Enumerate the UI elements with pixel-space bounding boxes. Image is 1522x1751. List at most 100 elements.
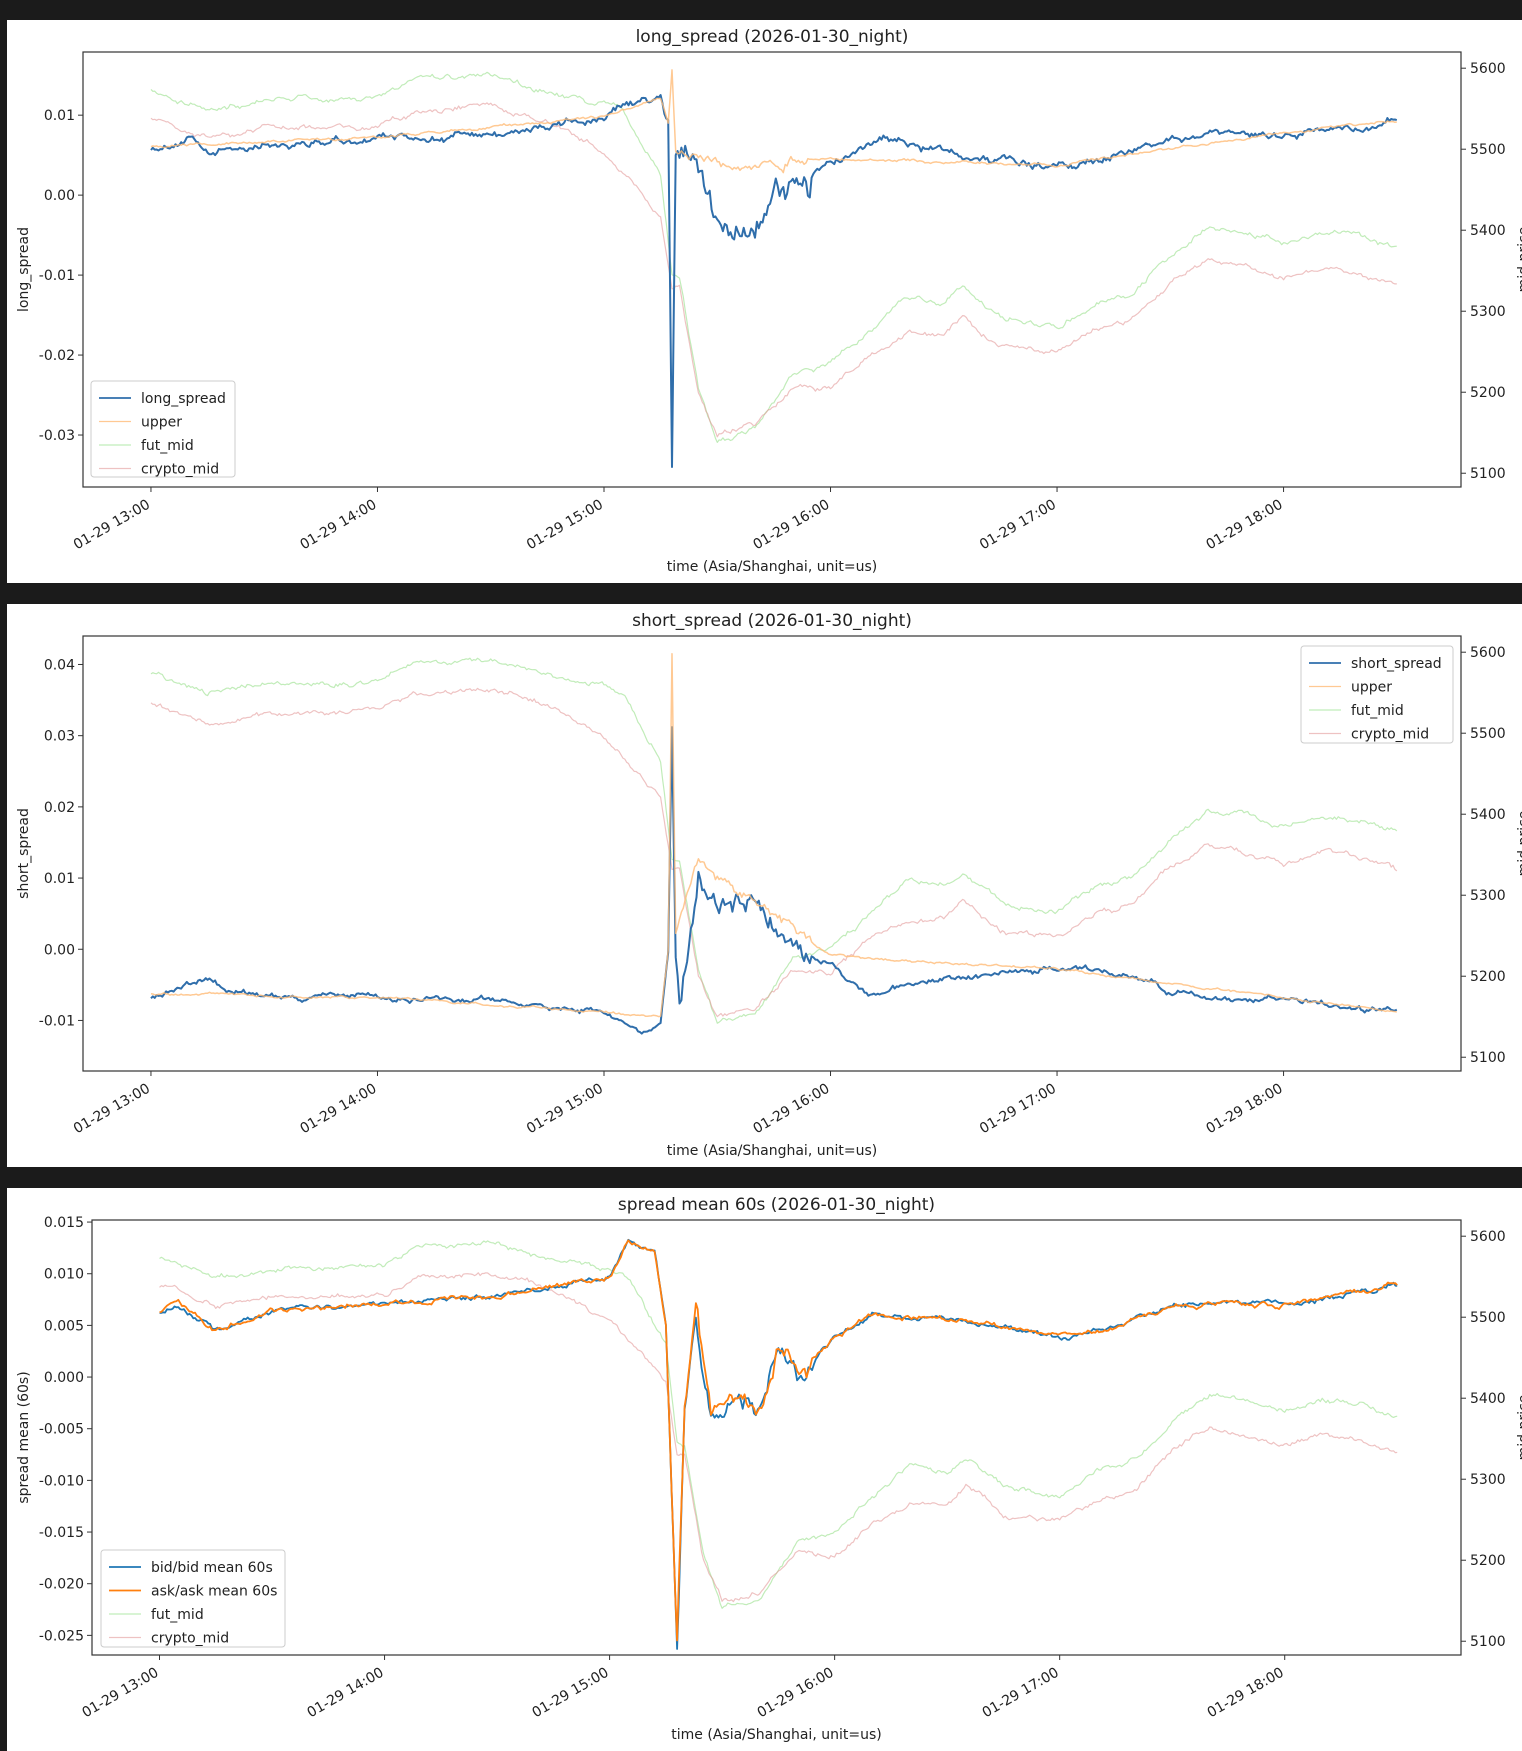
y-right-tick-label: 5200 <box>1470 385 1506 401</box>
x-tick-label: 01-29 16:00 <box>750 1081 832 1138</box>
y-tick-label: -0.02 <box>39 348 75 364</box>
y-right-tick-label: 5400 <box>1470 223 1506 239</box>
series-line-fut-mid <box>150 71 1397 443</box>
y-tick-label: 0.010 <box>44 1267 84 1283</box>
y-tick-label: -0.03 <box>39 428 75 444</box>
short-spread-chart-panel: short_spread (2026-01-30_night) 0.04 0.03 0… <box>7 604 1522 1167</box>
x-axis-label: time (Asia/Shanghai, unit=us) <box>667 1143 877 1159</box>
plot-area <box>150 69 1398 468</box>
y-tick-label: -0.01 <box>39 1013 75 1029</box>
legend-label: short_spread <box>1351 656 1442 672</box>
y-right-tick-label: 5400 <box>1470 807 1506 823</box>
y-right-axis-label: mid price <box>1516 227 1522 293</box>
y-tick-label: 0.01 <box>44 108 75 124</box>
y-axis-label: short_spread <box>16 808 32 899</box>
series-line-crypto-mid <box>150 687 1398 1018</box>
y-tick-label: -0.01 <box>39 268 75 284</box>
x-tick-label: 01-29 14:00 <box>297 1081 379 1138</box>
series-line-bid-bid-mean-60s <box>159 1238 1398 1650</box>
spread-mean-chart: spread mean 60s (2026-01-30_night) 0.015 0… <box>16 1195 1522 1743</box>
y-right-tick-label: 5200 <box>1470 1553 1506 1569</box>
legend-label: fut_mid <box>151 1607 204 1623</box>
series-line-upper <box>150 652 1397 1018</box>
x-tick-label: 01-29 16:00 <box>755 1665 837 1722</box>
legend-label: crypto_mid <box>1351 727 1429 743</box>
plot-area <box>159 1238 1398 1650</box>
plot-area <box>150 652 1398 1035</box>
legend-box <box>1300 645 1454 744</box>
x-tick-label: 01-29 15:00 <box>524 1081 606 1138</box>
x-tick-label: 01-29 14:00 <box>305 1665 387 1722</box>
y-axis-label: spread mean (60s) <box>16 1371 32 1503</box>
short-spread-chart: short_spread (2026-01-30_night) 0.04 0.03 0… <box>16 611 1522 1159</box>
y-right-tick-label: 5500 <box>1470 726 1506 742</box>
x-axis-label: time (Asia/Shanghai, unit=us) <box>671 1727 881 1743</box>
long-spread-chart: long_spread (2026-01-30_night) 0.01 0.00 -0… <box>16 27 1522 575</box>
y-tick-label: 0.01 <box>44 871 75 887</box>
legend-label: upper <box>141 415 182 431</box>
y-right-tick-label: 5500 <box>1470 1310 1506 1326</box>
y-right-tick-label: 5600 <box>1470 61 1506 77</box>
y-axis-label: long_spread <box>16 227 32 312</box>
series-line-crypto-mid <box>150 102 1397 438</box>
legend-label: crypto_mid <box>151 1631 229 1647</box>
y-tick-label: -0.005 <box>39 1422 84 1438</box>
plot-frame <box>82 635 1462 1072</box>
x-tick-label: 01-29 15:00 <box>524 497 606 554</box>
y-right-tick-label: 5300 <box>1470 1472 1506 1488</box>
x-tick-label: 01-29 18:00 <box>1205 1665 1287 1722</box>
y-right-tick-label: 5200 <box>1470 969 1506 985</box>
legend-box <box>90 380 236 478</box>
y-tick-label: 0.04 <box>44 657 75 673</box>
x-tick-label: 01-29 13:00 <box>71 497 153 554</box>
legend-label: fut_mid <box>141 438 194 454</box>
y-tick-label: -0.015 <box>39 1525 84 1541</box>
series-line-fut-mid <box>159 1240 1398 1609</box>
x-tick-label: 01-29 13:00 <box>79 1665 161 1722</box>
chart-title: short_spread (2026-01-30_night) <box>632 611 912 631</box>
chart-title: long_spread (2026-01-30_night) <box>636 27 909 47</box>
legend-label: ask/ask mean 60s <box>151 1584 277 1600</box>
y-right-tick-label: 5100 <box>1470 466 1506 482</box>
x-tick-label: 01-29 17:00 <box>980 1665 1062 1722</box>
x-tick-label: 01-29 18:00 <box>1204 1081 1286 1138</box>
series-line-long-spread <box>150 94 1398 468</box>
legend-label: bid/bid mean 60s <box>151 1560 273 1576</box>
x-tick-label: 01-29 17:00 <box>977 497 1059 554</box>
series-line-crypto-mid <box>159 1272 1398 1603</box>
x-tick-label: 01-29 17:00 <box>977 1081 1059 1138</box>
y-tick-label: 0.005 <box>44 1318 84 1334</box>
x-tick-label: 01-29 14:00 <box>297 497 379 554</box>
y-tick-label: 0.00 <box>44 942 75 958</box>
x-tick-label: 01-29 15:00 <box>530 1665 612 1722</box>
y-tick-label: -0.010 <box>39 1473 84 1489</box>
y-tick-label: 0.00 <box>44 188 75 204</box>
series-line-fut-mid <box>150 657 1398 1024</box>
x-axis-label: time (Asia/Shanghai, unit=us) <box>667 559 877 575</box>
x-tick-label: 01-29 13:00 <box>71 1081 153 1138</box>
y-right-tick-label: 5600 <box>1470 645 1506 661</box>
plot-frame <box>91 1219 1462 1656</box>
plot-frame <box>82 51 1462 488</box>
spread-mean-chart-panel: spread mean 60s (2026-01-30_night) 0.015 0… <box>7 1188 1522 1751</box>
y-right-tick-label: 5100 <box>1470 1634 1506 1650</box>
y-right-tick-label: 5100 <box>1470 1050 1506 1066</box>
y-tick-label: 0.015 <box>44 1215 84 1231</box>
series-line-ask-ask-mean-60s <box>159 1239 1398 1642</box>
legend-box <box>100 1549 286 1648</box>
y-tick-label: 0.03 <box>44 729 75 745</box>
legend-label: crypto_mid <box>141 462 219 478</box>
legend-label: upper <box>1351 680 1392 696</box>
y-tick-label: 0.02 <box>44 800 75 816</box>
y-right-axis-label: mid price <box>1516 1395 1522 1461</box>
x-tick-label: 01-29 18:00 <box>1204 497 1286 554</box>
y-tick-label: -0.025 <box>39 1628 84 1644</box>
long-spread-chart-panel: long_spread (2026-01-30_night) 0.01 0.00 -0… <box>7 20 1522 583</box>
legend-label: long_spread <box>141 391 226 407</box>
legend-label: fut_mid <box>1351 703 1404 719</box>
x-tick-label: 01-29 16:00 <box>750 497 832 554</box>
legend: bid/bid mean 60s ask/ask mean 60s fut_midc… <box>100 1549 286 1648</box>
y-tick-label: -0.020 <box>39 1577 84 1593</box>
